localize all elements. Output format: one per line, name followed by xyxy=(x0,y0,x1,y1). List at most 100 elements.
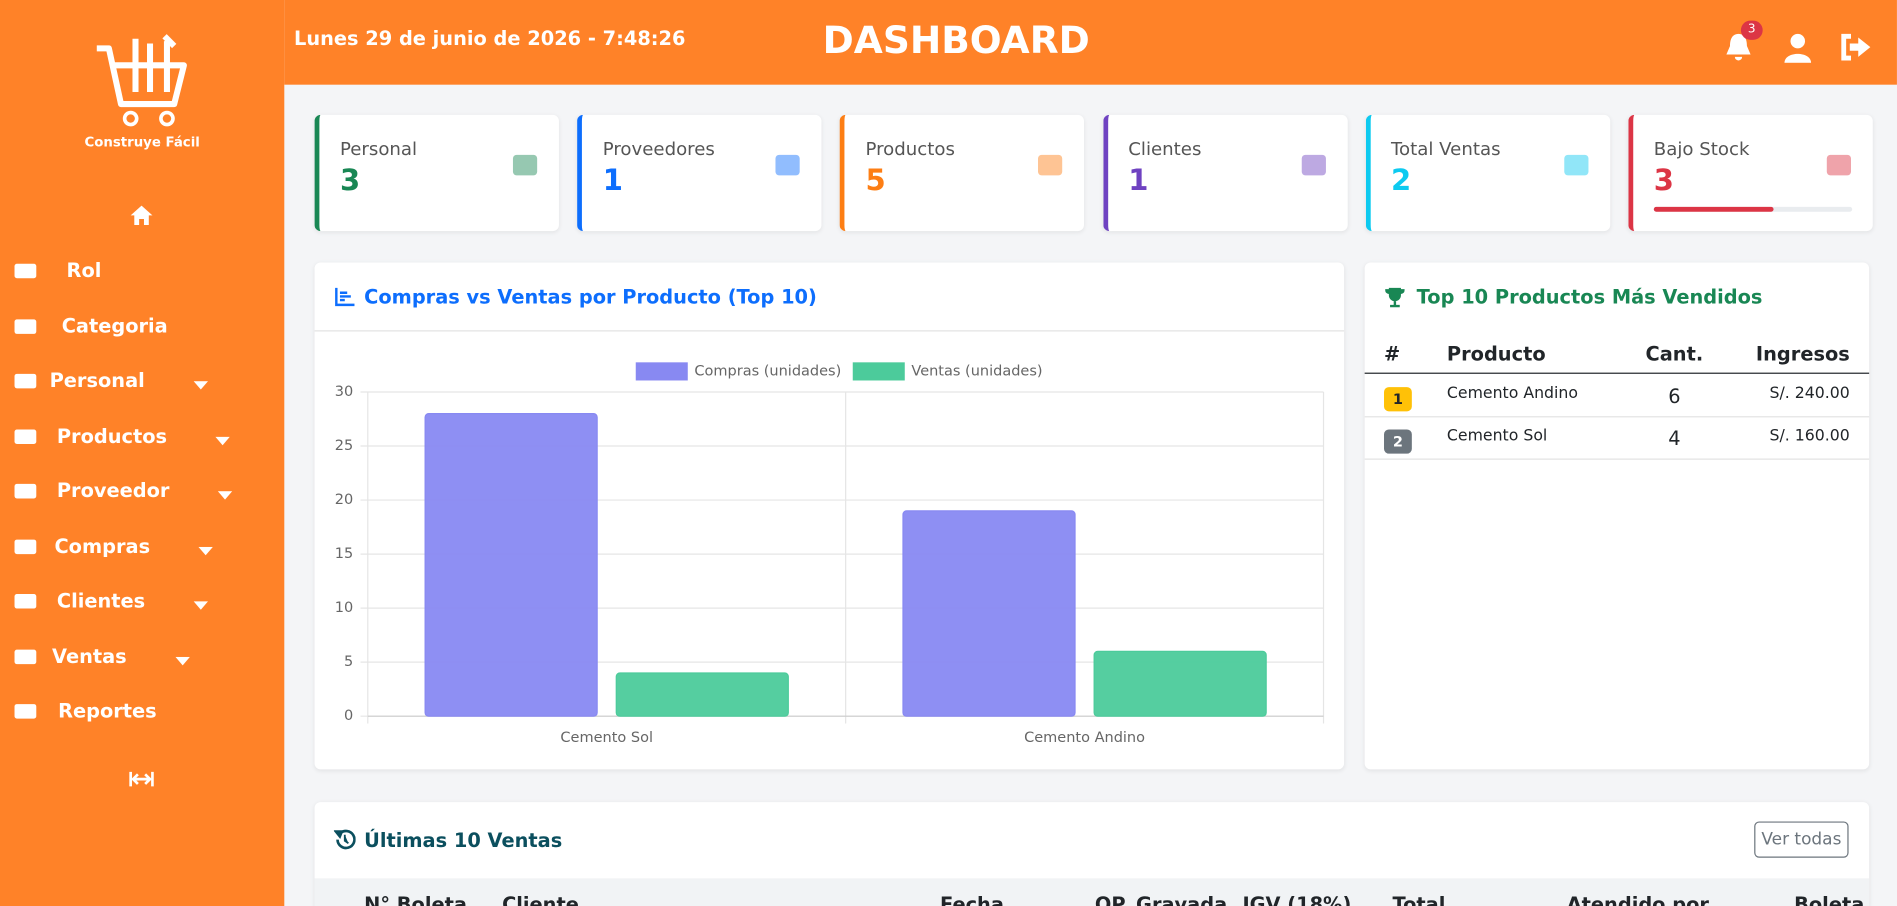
trophy-icon xyxy=(1385,287,1405,308)
legend-label: Compras (unidades) xyxy=(694,363,841,379)
caret xyxy=(175,656,190,665)
menu-item[interactable]: Personal xyxy=(0,357,284,405)
notification-badge: 3 xyxy=(1740,20,1763,40)
menu-item[interactable]: Ventas xyxy=(0,632,284,680)
card-label: Clientes xyxy=(1128,137,1202,160)
row-rule xyxy=(1364,457,1870,460)
stat-card: Productos 5 xyxy=(840,114,1085,232)
recent-sales-title: Últimas 10 Ventas xyxy=(364,828,563,852)
rank-badge: 2 xyxy=(1384,428,1412,454)
topbar: Lunes 29 de junio de 2026 - 7:48:26 DASH… xyxy=(284,0,1897,85)
stat-card: Bajo Stock 3 xyxy=(1628,114,1873,232)
table-header: Cliente xyxy=(502,892,579,906)
menu-item[interactable]: Rol xyxy=(0,247,284,295)
menu-icon xyxy=(14,538,37,554)
menu-item[interactable]: Clientes xyxy=(0,577,284,625)
card-icon xyxy=(1038,154,1063,176)
table-header: Ingresos xyxy=(1755,342,1850,366)
menu-label: Proveedor xyxy=(56,479,170,503)
y-tick-label: 25 xyxy=(335,438,353,454)
card-label: Total Ventas xyxy=(1391,137,1501,160)
sidebar: Construye Fácil Rol Categoria Personal Prod… xyxy=(0,0,285,906)
chart-title: Compras vs Ventas por Producto (Top 10) xyxy=(364,285,817,309)
y-tick-label: 15 xyxy=(335,546,353,562)
recent-sales-header: N° Boleta Cliente Fecha OP. Gravada IGV (18%… xyxy=(314,878,1870,906)
menu-icon xyxy=(14,594,37,609)
icon-shape xyxy=(14,373,37,389)
menu-icon xyxy=(14,373,37,389)
caret xyxy=(198,546,214,555)
table-header: Atendido por xyxy=(1566,892,1709,906)
view-all-button[interactable]: Ver todas xyxy=(1754,821,1849,858)
x-tick-label: Cemento Andino xyxy=(1024,730,1145,746)
card-label: Productos xyxy=(865,137,955,160)
menu-item[interactable]: Reportes xyxy=(0,687,284,735)
logo xyxy=(96,34,187,127)
card-value: 3 xyxy=(339,163,361,198)
collapse-toggle[interactable] xyxy=(128,771,155,788)
caret-shape xyxy=(175,656,190,665)
card-icon xyxy=(512,154,538,176)
card-label: Bajo Stock xyxy=(1653,137,1750,160)
legend-swatch xyxy=(852,362,905,381)
card-icon xyxy=(1301,154,1326,176)
stock-progress-bar xyxy=(1653,206,1774,212)
menu-item[interactable]: Productos xyxy=(0,412,284,460)
icon-shape xyxy=(512,154,538,176)
menu-item[interactable]: Categoria xyxy=(0,302,284,350)
card-icon xyxy=(1564,154,1589,176)
y-tick-label: 0 xyxy=(344,708,353,724)
product-name: Cemento Sol xyxy=(1446,426,1548,445)
table-header: Cant. xyxy=(1645,342,1704,366)
menu-label: Ventas xyxy=(52,644,127,668)
bar xyxy=(1093,650,1267,717)
caret-shape xyxy=(198,546,214,555)
recent-sales-panel: Últimas 10 Ventas Ver todas N° Boleta Cli… xyxy=(314,802,1870,906)
card-value: 2 xyxy=(1391,163,1412,198)
table-header: # xyxy=(1384,342,1401,366)
x-tick-label: Cemento Sol xyxy=(560,730,653,746)
table-header: OP. Gravada xyxy=(1094,892,1228,906)
brand: Construye Fácil xyxy=(84,134,200,151)
icon-shape xyxy=(1301,154,1326,176)
icon-shape xyxy=(14,428,37,444)
table-header: IGV (18%) xyxy=(1242,892,1352,906)
y-tick-label: 20 xyxy=(335,492,353,508)
stat-card: Proveedores 1 xyxy=(577,114,822,232)
table-header: Total xyxy=(1392,892,1446,906)
card-value: 1 xyxy=(1128,163,1149,198)
chart-icon xyxy=(335,287,355,307)
menu-icon xyxy=(14,483,37,499)
card-icon xyxy=(775,154,800,176)
icon-shape xyxy=(14,483,37,499)
card-value: 1 xyxy=(602,163,623,198)
home-icon[interactable] xyxy=(129,204,153,226)
stat-card: Personal 3 xyxy=(314,114,559,232)
quantity: 4 xyxy=(1668,426,1681,450)
menu-label: Clientes xyxy=(56,589,146,613)
legend-swatch xyxy=(635,362,688,381)
logout-icon[interactable] xyxy=(1839,33,1873,62)
menu-label: Compras xyxy=(54,534,151,558)
table-header: N° Boleta xyxy=(364,892,467,906)
history-icon xyxy=(333,829,356,850)
menu-icon xyxy=(14,649,37,664)
caret xyxy=(193,601,209,610)
menu-label: Rol xyxy=(66,258,102,282)
y-tick-label: 5 xyxy=(344,654,353,670)
header-rule xyxy=(1364,372,1870,374)
caret-shape xyxy=(215,436,230,445)
menu-label: Reportes xyxy=(58,699,157,723)
card-icon xyxy=(1826,154,1851,176)
icon-shape xyxy=(14,318,37,334)
bell-icon[interactable] xyxy=(1724,31,1753,62)
menu-item[interactable]: Compras xyxy=(0,522,284,570)
caret xyxy=(215,436,230,445)
user-icon[interactable] xyxy=(1783,31,1812,63)
caret xyxy=(217,491,233,500)
menu-item[interactable]: Proveedor xyxy=(0,467,284,515)
icon-shape xyxy=(1038,154,1063,176)
icon-shape xyxy=(14,594,37,609)
caret-shape xyxy=(193,381,208,390)
